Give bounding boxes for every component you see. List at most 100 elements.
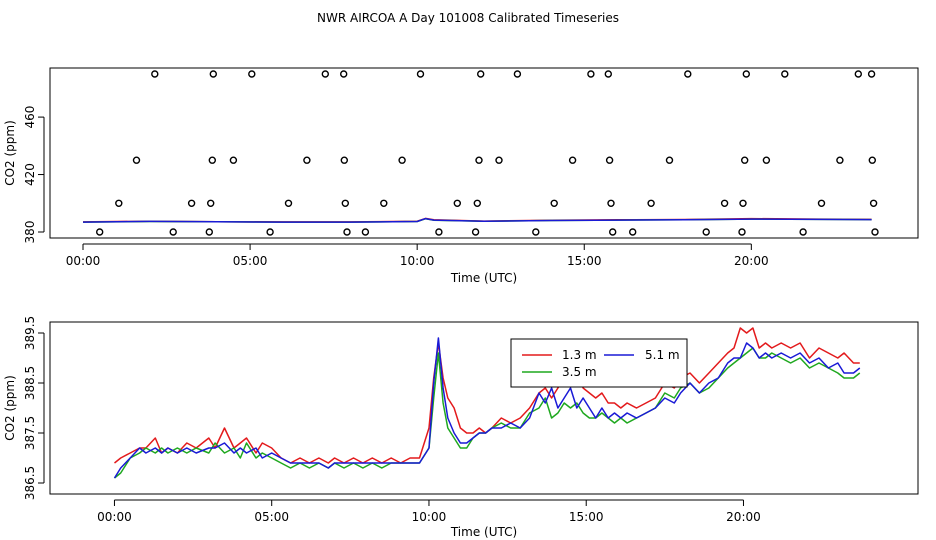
top-data-point [629, 228, 637, 236]
bot-x-tick-label: 05:00 [254, 510, 289, 524]
top-data-point [867, 70, 876, 78]
bottom-panel: 00:00 05:00 10:00 15:00 20:00 386.5 387.5 388.… [3, 316, 919, 539]
top-data-point [95, 228, 104, 236]
top-data-point [550, 199, 558, 208]
top-data-point [665, 156, 674, 164]
top-data-point [607, 199, 615, 208]
top-data-point [208, 156, 217, 164]
legend-label-5-1m: 5.1 m [645, 348, 680, 362]
top-data-point [473, 199, 481, 208]
top-data-point [416, 70, 425, 78]
top-series-line-5-1-m [82, 217, 872, 223]
top-x-axis-label: Time (UTC) [450, 271, 517, 285]
top-data-point [513, 70, 522, 78]
top-panel: 00:00 05:00 10:00 15:00 20:00 380 420 460 Time… [3, 67, 919, 285]
top-data-point [781, 70, 789, 78]
top-data-point [568, 156, 577, 164]
top-x-tick-label: 00:00 [66, 254, 101, 268]
top-data-point [187, 199, 196, 208]
top-data-point [435, 228, 443, 236]
top-data-point [871, 228, 879, 236]
top-data-point [398, 156, 406, 164]
top-y-tick-label: 420 [23, 163, 37, 186]
top-y-tick-label: 380 [23, 221, 37, 244]
top-data-point [229, 156, 238, 164]
top-y-axis-label: CO2 (ppm) [3, 120, 17, 186]
top-data-point [739, 199, 747, 208]
top-data-point [321, 70, 329, 78]
top-data-point [684, 70, 692, 78]
top-data-point [471, 228, 480, 236]
top-data-point [742, 70, 750, 78]
chart-title: NWR AIRCOA A Day 101008 Calibrated Times… [317, 11, 619, 25]
top-data-point [854, 70, 862, 78]
top-data-point [477, 70, 485, 78]
top-data-point [605, 156, 614, 164]
top-data-point [361, 228, 370, 236]
top-data-point [836, 156, 844, 164]
bot-y-tick-label: 388.5 [23, 366, 37, 400]
top-data-point [132, 156, 141, 164]
top-x-tick-label: 20:00 [734, 254, 769, 268]
top-points-group [95, 70, 879, 236]
top-data-point [340, 156, 348, 164]
bot-x-tick-label: 00:00 [97, 510, 132, 524]
legend-label-1-3m: 1.3 m [562, 348, 597, 362]
bot-x-tick-label: 20:00 [726, 510, 761, 524]
top-data-point [343, 228, 351, 236]
top-x-tick-label: 15:00 [567, 254, 602, 268]
top-data-point [762, 156, 771, 164]
top-plot-frame [49, 67, 919, 239]
top-data-point [284, 199, 293, 208]
legend-label-3-5m: 3.5 m [562, 365, 597, 379]
bottom-x-axis-label: Time (UTC) [450, 525, 517, 539]
top-data-point [702, 228, 710, 236]
top-data-point [817, 199, 826, 208]
legend: 1.3 m 5.1 m 3.5 m [510, 338, 688, 388]
bottom-y-axis: 386.5 387.5 388.5 389.5 [23, 316, 45, 500]
bot-series-line-3-5-m [114, 347, 861, 479]
top-data-point [868, 156, 876, 164]
top-data-point [720, 199, 729, 208]
top-data-point [495, 156, 503, 164]
top-x-axis: 00:00 05:00 10:00 15:00 20:00 [66, 243, 769, 268]
bot-y-tick-label: 386.5 [23, 466, 37, 500]
top-y-axis: 380 420 460 [23, 106, 45, 244]
top-data-point [169, 228, 177, 236]
top-data-point [380, 199, 388, 208]
top-y-tick-label: 460 [23, 106, 37, 129]
top-data-point [340, 70, 348, 78]
bot-series-line-5-1-m [113, 337, 861, 479]
bottom-y-axis-label: CO2 (ppm) [3, 375, 17, 441]
top-x-tick-label: 10:00 [400, 254, 435, 268]
top-data-point [647, 199, 655, 208]
top-data-point [303, 156, 311, 164]
top-data-point [209, 70, 218, 78]
bottom-x-axis: 00:00 05:00 10:00 15:00 20:00 [97, 499, 761, 524]
bot-x-tick-label: 10:00 [412, 510, 447, 524]
top-data-point [587, 70, 595, 78]
top-data-point [532, 228, 540, 236]
top-data-point [741, 156, 749, 164]
bot-y-tick-label: 389.5 [23, 316, 37, 350]
top-data-point [341, 199, 349, 208]
top-data-point [604, 70, 612, 78]
top-data-point [738, 228, 746, 236]
bot-x-tick-label: 15:00 [569, 510, 604, 524]
legend-box [510, 338, 688, 388]
bottom-series-group [113, 327, 861, 479]
bottom-plot-frame [49, 321, 919, 495]
top-data-point [799, 228, 807, 236]
top-data-point [248, 70, 256, 78]
top-data-point [266, 228, 274, 236]
top-data-point [475, 156, 483, 164]
bot-y-tick-label: 387.5 [23, 416, 37, 450]
top-data-point [453, 199, 461, 208]
top-data-point [115, 199, 123, 208]
top-data-point [151, 70, 159, 78]
top-data-point [869, 199, 878, 208]
top-x-tick-label: 05:00 [233, 254, 268, 268]
bot-series-line-1-3-m [114, 327, 860, 464]
top-data-point [609, 228, 617, 236]
